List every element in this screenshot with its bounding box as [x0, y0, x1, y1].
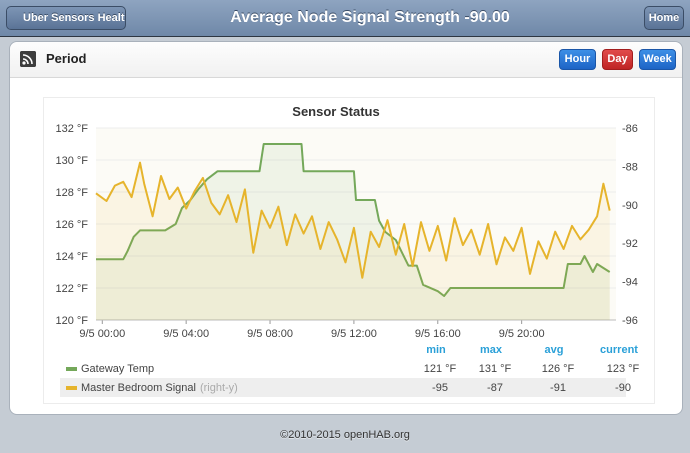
legend-axis-note: (right-y) — [200, 382, 238, 394]
y-left-tick-label: 132 °F — [55, 123, 88, 135]
legend-header-max: max — [480, 344, 503, 356]
y-left-tick-label: 128 °F — [55, 187, 88, 199]
series-line-0 — [96, 143, 611, 297]
hour-button[interactable]: Hour — [559, 49, 596, 70]
y-left-tick-label: 126 °F — [55, 219, 88, 231]
legend-row-bg — [60, 378, 626, 397]
y-left-tick-label: 124 °F — [55, 251, 88, 263]
page-title: Average Node Signal Strength -90.00 — [230, 9, 510, 26]
y-right-tick-label: -92 — [622, 238, 638, 250]
legend-stat-current: 123 °F — [607, 363, 640, 375]
y-left-tick-label: 130 °F — [55, 155, 88, 167]
legend-header-avg: avg — [545, 344, 564, 356]
y-right-tick-label: -88 — [622, 161, 638, 173]
series-line-1 — [95, 161, 611, 279]
chart-canvas: Sensor Status 132 °F 130 °F 128 °F 126 °F 124… — [55, 104, 640, 397]
y-right-tick-label: -94 — [622, 277, 638, 289]
legend-stat-min: -95 — [432, 382, 448, 394]
back-button[interactable]: Uber Sensors Healt… — [6, 6, 126, 30]
y-left-tick-label: 122 °F — [55, 283, 88, 295]
legend-series-name: Master Bedroom Signal (right-y) — [81, 382, 238, 394]
panel-header: Period Hour Day Week — [10, 42, 682, 78]
y-right-tick-label: -90 — [622, 200, 638, 212]
legend-stat-avg: 126 °F — [542, 363, 575, 375]
day-button[interactable]: Day — [602, 49, 633, 70]
legend-stat-min: 121 °F — [424, 363, 457, 375]
x-tick-label: 9/5 00:00 — [79, 328, 125, 340]
signal-icon — [20, 51, 36, 67]
legend-swatch — [66, 386, 77, 390]
legend-swatch — [66, 367, 77, 371]
y-left-tick-label: 120 °F — [55, 315, 88, 327]
top-toolbar: Uber Sensors Healt… Average Node Signal … — [0, 0, 690, 37]
footer-copyright: ©2010-2015 openHAB.org — [280, 429, 410, 441]
y-right-tick-label: -96 — [622, 315, 638, 327]
week-button[interactable]: Week — [639, 49, 676, 70]
legend-stat-current: -90 — [615, 382, 631, 394]
chart-panel: Period Hour Day Week Sensor Status 132 °F… — [9, 41, 683, 415]
series-area-1 — [96, 162, 610, 320]
legend-series-name: Gateway Temp — [81, 363, 154, 375]
x-tick-label: 9/5 16:00 — [415, 328, 461, 340]
period-label: Period — [46, 51, 87, 66]
x-tick-label: 9/5 20:00 — [499, 328, 545, 340]
chart-title: Sensor Status — [292, 104, 379, 119]
legend-header-current: current — [600, 344, 638, 356]
x-tick-label: 9/5 04:00 — [163, 328, 209, 340]
legend-stat-max: -87 — [487, 382, 503, 394]
legend-header-min: min — [426, 344, 446, 356]
x-tick-label: 9/5 12:00 — [331, 328, 377, 340]
sensor-chart: Sensor Status 132 °F 130 °F 128 °F 126 °F 124… — [43, 97, 655, 404]
legend-stat-avg: -91 — [550, 382, 566, 394]
y-right-tick-label: -86 — [622, 123, 638, 135]
home-button[interactable]: Home — [644, 6, 684, 30]
legend-stat-max: 131 °F — [479, 363, 512, 375]
x-tick-label: 9/5 08:00 — [247, 328, 293, 340]
